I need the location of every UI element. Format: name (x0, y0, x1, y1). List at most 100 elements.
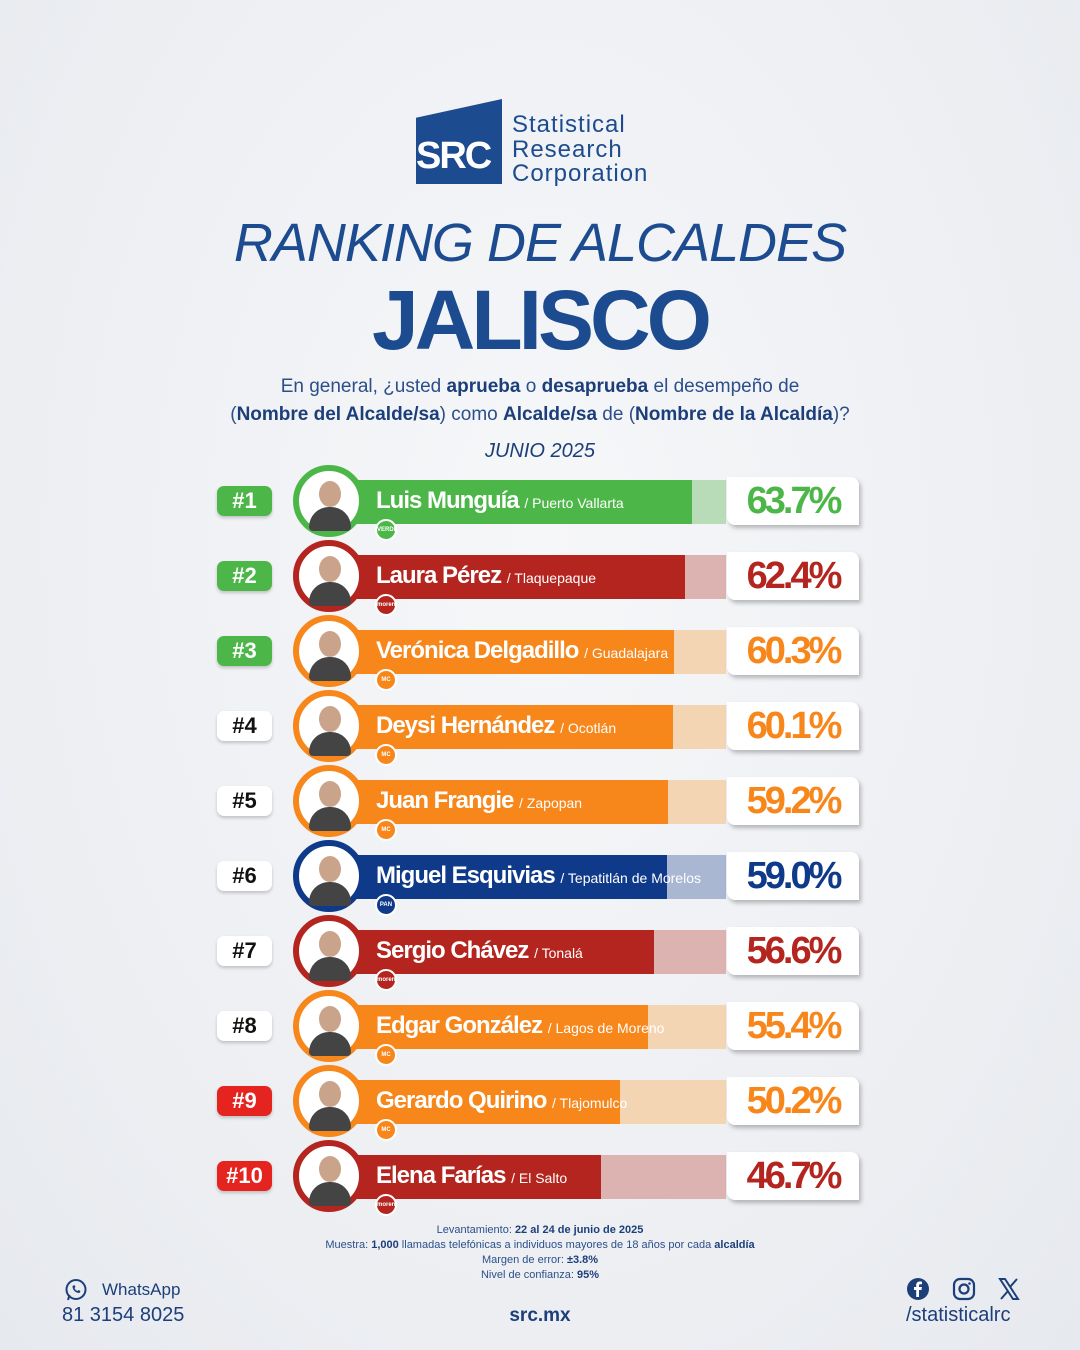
candidate-city: / Tlajomulco (552, 1095, 628, 1111)
phone-number: 81 3154 8025 (62, 1304, 185, 1326)
logo-text: Statistical Research Corporation (512, 111, 649, 187)
candidate-city: / El Salto (511, 1170, 568, 1186)
bar-track (350, 1080, 726, 1124)
candidate-city: / Ocotlán (560, 720, 617, 736)
website-link[interactable]: src.mx (509, 1305, 571, 1326)
bar-fill (350, 855, 667, 899)
bar-fill (350, 1155, 601, 1199)
bar-track (350, 705, 726, 749)
candidate-photo (293, 840, 365, 912)
rank-badge: #5 (217, 786, 272, 816)
candidate-name: Edgar González (376, 1012, 543, 1039)
candidate-photo (293, 990, 365, 1062)
ranking-row: #5 MC Juan Frangie / Zapopan 59.2% (0, 765, 1080, 848)
whatsapp-icon (65, 1279, 87, 1301)
brand-logo: SRC Statistical Research Corporation (416, 99, 648, 187)
bar-fill (350, 705, 673, 749)
ranking-row: #7 morena Sergio Chávez / Tonalá 56.6% (0, 915, 1080, 998)
candidate-label: Elena Farías / El Salto (376, 1162, 567, 1190)
instagram-icon[interactable] (952, 1277, 976, 1301)
facebook-icon[interactable] (906, 1277, 930, 1301)
party-logo-icon: MC (375, 819, 397, 841)
x-twitter-icon[interactable] (998, 1277, 1020, 1301)
candidate-label: Edgar González / Lagos de Moreno (376, 1012, 664, 1040)
title-line1: RANKING DE ALCALDES (233, 213, 847, 273)
candidate-city: / Zapopan (519, 795, 583, 811)
approval-value: 62.4% (727, 552, 859, 600)
rank-badge: #1 (217, 486, 272, 516)
bar-fill (350, 1005, 648, 1049)
ranking-row: #8 MC Edgar González / Lagos de Moreno 5… (0, 990, 1080, 1073)
social-handle[interactable]: /statisticalrc (906, 1304, 1011, 1326)
rank-badge: #2 (217, 561, 272, 591)
candidate-photo (293, 765, 365, 837)
candidate-label: Deysi Hernández / Ocotlán (376, 712, 616, 740)
ranking-row: #1 VERDE Luis Munguía / Puerto Vallarta … (0, 465, 1080, 548)
candidate-label: Miguel Esquivias / Tepatitlán de Morelos (376, 862, 701, 890)
candidate-name: Juan Frangie (376, 787, 514, 814)
candidate-label: Luis Munguía / Puerto Vallarta (376, 487, 624, 515)
candidate-name: Elena Farías (376, 1162, 506, 1189)
approval-value: 46.7% (727, 1152, 859, 1200)
party-logo-icon: MC (375, 669, 397, 691)
bar-fill (350, 780, 668, 824)
candidate-name: Gerardo Quirino (376, 1087, 547, 1114)
survey-month: JUNIO 2025 (484, 440, 596, 462)
candidate-city: / Lagos de Moreno (547, 1020, 665, 1036)
rank-badge: #8 (217, 1011, 272, 1041)
ranking-row: #6 PAN Miguel Esquivias / Tepatitlán de … (0, 840, 1080, 923)
approval-value: 63.7% (727, 477, 859, 525)
candidate-photo (293, 690, 365, 762)
candidate-city: / Puerto Vallarta (524, 495, 624, 511)
ranking-row: #4 MC Deysi Hernández / Ocotlán 60.1% (0, 690, 1080, 773)
rank-badge: #7 (217, 936, 272, 966)
candidate-name: Sergio Chávez (376, 937, 529, 964)
rank-badge: #3 (217, 636, 272, 666)
candidate-name: Deysi Hernández (376, 712, 555, 739)
logo-mark: SRC (416, 99, 502, 184)
bar-fill (350, 1080, 620, 1124)
approval-value: 59.2% (727, 777, 859, 825)
bar-track (350, 1005, 726, 1049)
candidate-name: Luis Munguía (376, 487, 520, 514)
ranking-row: #3 MC Verónica Delgadillo / Guadalajara … (0, 615, 1080, 698)
ranking-row: #10 morena Elena Farías / El Salto 46.7% (0, 1140, 1080, 1223)
candidate-name: Miguel Esquivias (376, 862, 556, 889)
party-logo-icon: morena (375, 1194, 397, 1216)
rank-badge: #4 (217, 711, 272, 741)
candidate-label: Sergio Chávez / Tonalá (376, 937, 583, 965)
social-icons (906, 1277, 1020, 1301)
candidate-label: Laura Pérez / Tlaquepaque (376, 562, 596, 590)
rank-badge: #10 (217, 1161, 272, 1191)
bar-track (350, 555, 726, 599)
bar-fill (350, 480, 693, 524)
party-logo-icon: VERDE (375, 519, 397, 541)
party-logo-icon: morena (375, 969, 397, 991)
approval-value: 60.1% (727, 702, 859, 750)
approval-value: 59.0% (727, 852, 859, 900)
bar-fill (350, 555, 686, 599)
candidate-photo (293, 615, 365, 687)
bar-fill (350, 930, 655, 974)
bar-track (350, 780, 726, 824)
bar-track (350, 480, 726, 524)
candidate-photo (293, 915, 365, 987)
approval-value: 55.4% (727, 1002, 859, 1050)
whatsapp-link[interactable]: WhatsApp (64, 1278, 180, 1302)
bar-track (350, 1155, 726, 1199)
candidate-label: Juan Frangie / Zapopan (376, 787, 582, 815)
party-logo-icon: MC (375, 1044, 397, 1066)
candidate-photo (293, 540, 365, 612)
candidate-city: / Tonalá (534, 945, 583, 961)
bar-fill (350, 630, 674, 674)
title-line2: JALISCO (371, 273, 712, 367)
candidate-city: / Guadalajara (584, 645, 669, 661)
candidate-photo (293, 1065, 365, 1137)
bar-track (350, 855, 726, 899)
candidate-photo (293, 465, 365, 537)
approval-value: 60.3% (727, 627, 859, 675)
methodology-notes: Levantamiento: 22 al 24 de junio de 2025… (325, 1224, 755, 1281)
survey-question: En general, ¿usted aprueba o desaprueba … (230, 376, 850, 425)
party-logo-icon: morena (375, 594, 397, 616)
party-logo-icon: MC (375, 1119, 397, 1141)
